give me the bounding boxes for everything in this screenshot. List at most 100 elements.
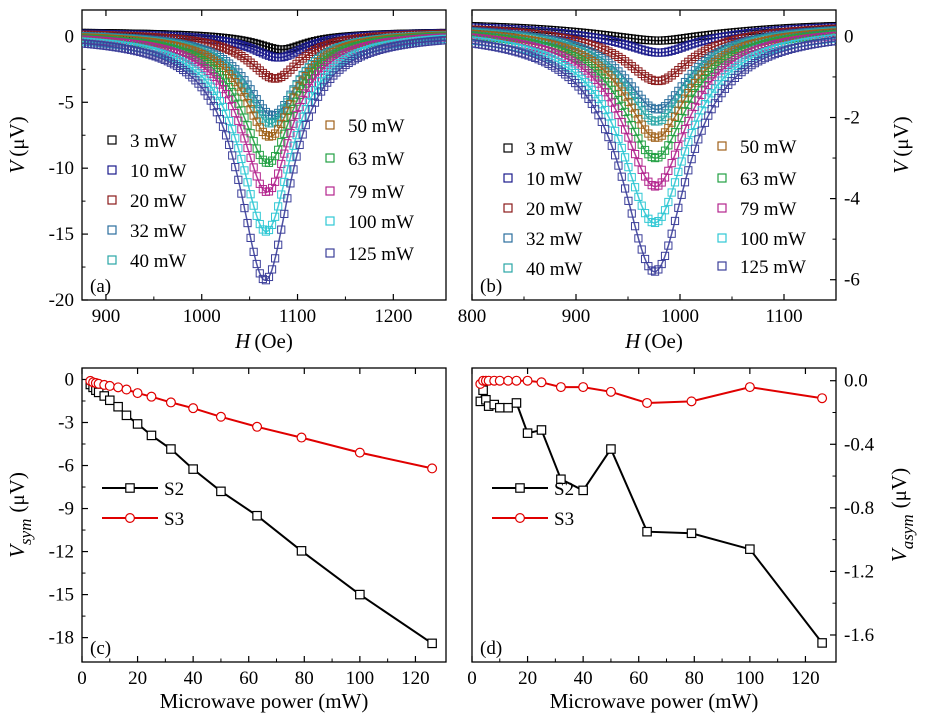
data-point-marker xyxy=(301,120,310,130)
data-point-marker xyxy=(295,121,304,130)
data-point-marker xyxy=(280,70,289,80)
data-point-marker xyxy=(313,44,323,53)
legend-label: 32 mW xyxy=(130,221,187,242)
data-point-marker xyxy=(286,129,295,138)
data-point-marker xyxy=(179,65,188,75)
data-point-marker xyxy=(261,71,271,80)
data-point-marker xyxy=(605,386,616,397)
data-point-marker xyxy=(687,128,696,138)
data-point-marker xyxy=(246,94,255,103)
data-point-marker xyxy=(249,90,258,99)
data-point-marker xyxy=(218,122,228,131)
legend-entry: S3 xyxy=(102,509,184,530)
data-point-marker xyxy=(670,150,680,159)
data-point-marker xyxy=(225,45,234,54)
data-point-marker xyxy=(234,116,243,125)
data-point-marker xyxy=(286,50,295,59)
data-point-marker xyxy=(175,63,185,73)
legend-entry: 79 mW xyxy=(717,199,797,220)
data-point-marker xyxy=(686,396,697,407)
data-point-marker xyxy=(258,185,267,194)
panel-label: (c) xyxy=(90,638,111,659)
y-axis-label-main: V xyxy=(887,547,911,562)
data-point-marker xyxy=(142,49,151,58)
y-axis-label-subscript: asym xyxy=(898,514,917,549)
x-axis-label: Microwave power (mW) xyxy=(160,689,369,713)
data-point-marker xyxy=(212,91,221,100)
x-axis-label: Microwave power (mW) xyxy=(550,689,759,713)
legend-marker xyxy=(717,261,727,271)
data-point-marker xyxy=(301,89,310,98)
data-point-marker xyxy=(243,178,252,187)
legend-entry: 63 mW xyxy=(717,169,797,190)
legend-entry: 50 mW xyxy=(717,137,797,158)
data-point-marker xyxy=(212,41,221,50)
data-point-marker xyxy=(304,83,313,92)
data-point-marker xyxy=(255,150,264,160)
data-point-marker xyxy=(338,50,347,59)
data-point-marker xyxy=(215,80,225,89)
data-layer xyxy=(82,28,446,285)
data-point-marker xyxy=(642,526,652,537)
data-point-marker xyxy=(261,50,271,59)
series-S2 xyxy=(85,379,437,649)
data-point-marker xyxy=(295,56,304,66)
data-point-marker xyxy=(316,55,326,64)
data-point-marker xyxy=(642,397,653,408)
data-point-marker xyxy=(206,82,215,91)
legend-label: 10 mW xyxy=(526,169,583,190)
data-point-marker xyxy=(160,55,169,64)
data-point-marker xyxy=(686,528,697,539)
fit-line xyxy=(82,39,446,282)
legend-entry: 3 mW xyxy=(107,131,177,152)
data-point-marker xyxy=(209,64,218,74)
data-point-marker xyxy=(684,166,693,175)
data-point-marker xyxy=(249,61,258,70)
x-tick-label: 100 xyxy=(346,668,375,689)
data-point-marker xyxy=(277,72,286,82)
legend-entry: 40 mW xyxy=(503,259,583,280)
data-point-marker xyxy=(252,46,261,55)
legend-label: 50 mW xyxy=(348,116,405,137)
data-point-marker xyxy=(624,133,633,142)
data-point-marker xyxy=(225,140,234,149)
data-point-marker xyxy=(252,63,261,72)
legend-marker xyxy=(107,225,117,235)
legend-marker xyxy=(503,173,513,183)
legend-marker xyxy=(717,141,727,151)
data-point-marker xyxy=(261,117,271,126)
legend-entry: 125 mW xyxy=(325,244,414,265)
data-point-marker xyxy=(264,225,274,235)
legend-entry: 50 mW xyxy=(325,116,405,137)
y-tick-label: -3 xyxy=(58,412,74,433)
data-point-marker xyxy=(353,49,362,58)
data-point-marker xyxy=(237,125,246,134)
data-point-marker xyxy=(188,403,199,414)
legend-marker xyxy=(503,143,513,153)
data-point-marker xyxy=(240,93,249,102)
data-point-marker xyxy=(677,133,686,142)
data-point-marker xyxy=(366,48,375,57)
data-point-marker xyxy=(316,87,326,96)
data-point-marker xyxy=(332,68,341,77)
data-point-marker xyxy=(163,57,172,66)
legend-label: 125 mW xyxy=(348,244,414,265)
plot-frame xyxy=(471,367,837,663)
data-point-marker xyxy=(252,144,261,153)
data-point-marker xyxy=(221,90,231,99)
data-point-marker xyxy=(249,163,258,172)
data-point-marker xyxy=(215,411,226,422)
data-point-marker xyxy=(320,63,329,72)
data-point-marker xyxy=(188,73,197,82)
data-point-marker xyxy=(630,222,640,231)
legend-marker xyxy=(107,255,117,265)
y-axis-label-subscript: sym xyxy=(16,519,35,545)
data-point-marker xyxy=(744,382,755,393)
data-point-marker xyxy=(356,52,366,61)
data-point-marker xyxy=(228,62,237,71)
legend-marker xyxy=(325,248,335,258)
plot-frame xyxy=(81,9,447,301)
legend-entry: 63 mW xyxy=(325,149,405,170)
x-tick-label: 80 xyxy=(685,668,704,689)
x-tick-label: 80 xyxy=(295,668,314,689)
